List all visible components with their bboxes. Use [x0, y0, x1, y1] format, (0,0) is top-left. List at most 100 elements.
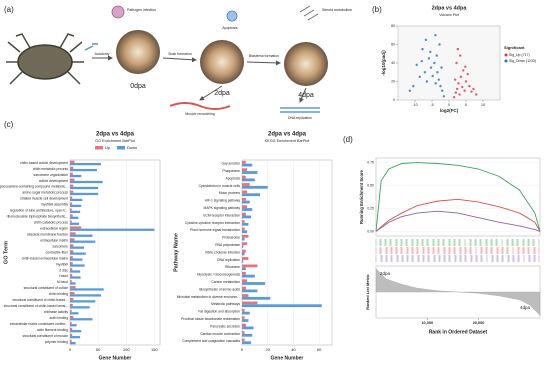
- y-tick-label: structural constituent of chitin-based..…: [12, 298, 68, 302]
- bar: [70, 256, 73, 259]
- point: [442, 95, 446, 98]
- point: [433, 61, 436, 65]
- y-tick-label: Complement and coagulation cascades: [182, 339, 240, 343]
- y-tick-label: extracellular matrix: [40, 238, 68, 242]
- bar: [242, 264, 258, 268]
- plot-frame: [397, 25, 501, 101]
- y-tick-label: contractile fiber: [46, 250, 69, 254]
- point: [452, 96, 456, 99]
- bar: [242, 331, 245, 334]
- y-tick-label: extracellular matrix constituent conferr…: [10, 322, 68, 326]
- y-tick-label: regulation of tube architecture, open tr…: [10, 209, 68, 213]
- point: [468, 84, 471, 88]
- bar: [70, 292, 75, 295]
- x-tick-label: 0: [69, 347, 72, 352]
- panel-a: (a) 0dpa 2dpa 4dpa Pathogen infection: [4, 5, 352, 120]
- bar: [242, 311, 250, 315]
- bar: [242, 168, 248, 172]
- y-tick-label: chitin catabolic process: [34, 221, 68, 225]
- y-tick-label: Apoptosis: [226, 176, 241, 180]
- y-tick-label: amino sugar metabolic process: [22, 191, 68, 195]
- process-label: Scab formation: [168, 52, 192, 56]
- bar: [242, 282, 266, 285]
- bar: [70, 204, 82, 208]
- bar: [242, 220, 245, 223]
- x-tick-label: 150: [151, 347, 158, 352]
- bar: [242, 185, 268, 189]
- bar: [70, 339, 72, 343]
- bar: [70, 226, 82, 229]
- chart-subtitle: Volcano Plot: [439, 13, 458, 17]
- bar: [242, 259, 244, 263]
- point: [412, 84, 415, 88]
- bar: [70, 202, 73, 205]
- bar: [242, 163, 253, 167]
- bar: [70, 262, 73, 265]
- legend-title: Significant: [504, 45, 525, 50]
- point: [470, 90, 473, 93]
- y-axis-label: Ranked List Metric: [365, 273, 370, 309]
- bar: [70, 228, 155, 231]
- bar: [70, 196, 73, 199]
- point: [455, 87, 459, 91]
- bar: [242, 234, 249, 238]
- point: [420, 59, 423, 63]
- chart-title: 2dpa vs 4dpa: [96, 132, 135, 138]
- y-tick-label: chitinase activity: [44, 310, 68, 314]
- point: [435, 54, 438, 57]
- y-tick-label: ribonucleoside triphosphate biosynthetic…: [7, 215, 68, 219]
- bar: [70, 214, 73, 217]
- bar: [70, 268, 73, 271]
- y-tick-label: structural constituent of cuticle: [24, 286, 69, 290]
- point: [472, 87, 475, 91]
- bar: [242, 294, 249, 297]
- y-tick-label: Ribosome: [225, 265, 240, 269]
- x-tick-label: 5: [465, 103, 467, 107]
- bar: [70, 160, 75, 163]
- ranked-metric: [375, 268, 541, 316]
- point: [429, 66, 433, 69]
- x-tick-label: 100: [123, 347, 130, 352]
- y-tick-label: extracellular region: [40, 227, 68, 231]
- x-tick-label: 10,000: [421, 321, 433, 325]
- y-tick-label: 20: [391, 79, 395, 83]
- bar: [242, 333, 253, 337]
- y-axis-label: GO Term: [3, 241, 9, 264]
- y-tick-label: chitin metabolic process: [33, 167, 69, 171]
- x-axis-label: Rank in Ordered Dataset: [429, 329, 488, 335]
- x-tick-label: 60: [317, 347, 322, 352]
- bar: [70, 234, 93, 237]
- bar: [242, 245, 244, 248]
- x-axis-label: Gene Number: [271, 355, 304, 361]
- point: [440, 66, 443, 69]
- bar: [70, 172, 73, 175]
- y-tick-label: MAPK signaling pathway: [204, 206, 241, 210]
- point: [421, 47, 424, 51]
- bar: [242, 338, 245, 342]
- es-curve: [375, 198, 541, 232]
- bar: [70, 238, 75, 241]
- stage-label: 4dpa: [298, 92, 314, 99]
- legend-swatch: [95, 146, 103, 150]
- process-label: DNA replication: [288, 116, 312, 120]
- y-tick-label: Proximal tubule bicarbonate reclamation: [181, 317, 240, 321]
- point: [455, 61, 458, 65]
- bar: [242, 257, 249, 260]
- bar: [242, 193, 260, 197]
- y-tick-label: I band: [59, 274, 68, 278]
- y-tick-label: Microbial metabolism in diverse environm…: [177, 295, 240, 299]
- y-tick-label: 0: [393, 98, 395, 102]
- point: [458, 93, 461, 96]
- point: [439, 84, 442, 88]
- bar: [242, 215, 251, 219]
- bar: [70, 210, 81, 213]
- bar: [242, 319, 249, 322]
- bar: [70, 186, 99, 190]
- annotation: 2dpa: [380, 271, 391, 276]
- bar: [70, 198, 83, 202]
- bar: [70, 180, 103, 184]
- y-tick-label: Pancreatic secretion: [210, 324, 240, 328]
- point: [423, 71, 427, 74]
- bar: [70, 336, 81, 339]
- point: [415, 63, 418, 67]
